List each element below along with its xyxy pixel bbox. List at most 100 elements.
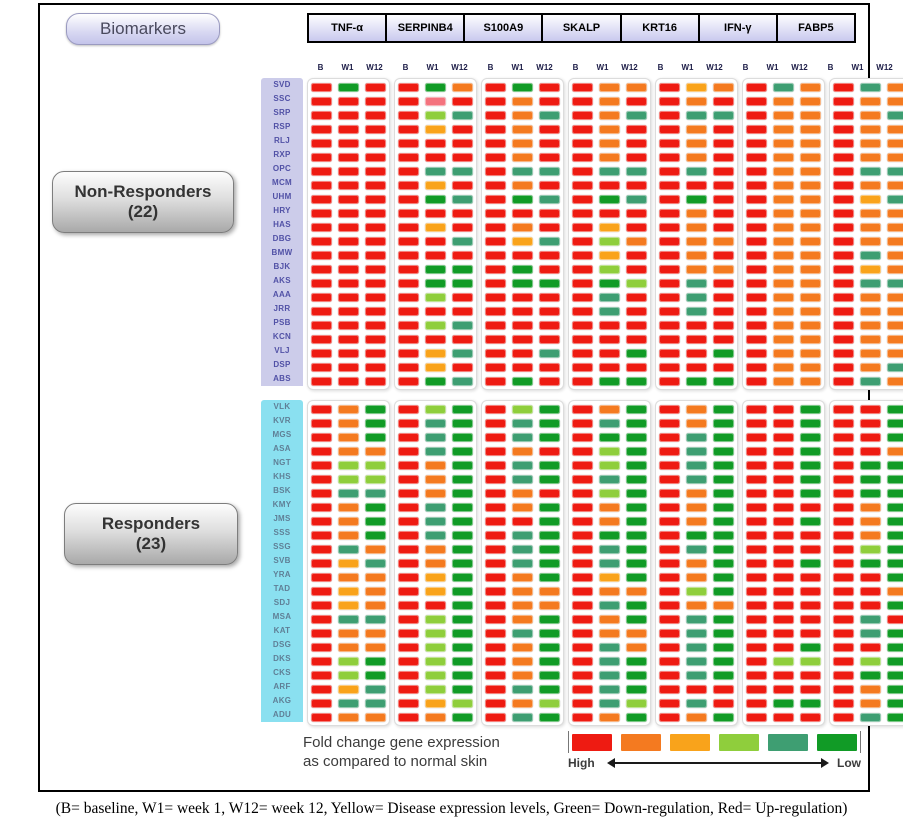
heatmap-cell bbox=[572, 432, 593, 442]
heatmap-cell bbox=[398, 544, 419, 554]
heatmap-cell bbox=[539, 488, 560, 498]
heatmap-cell-row bbox=[572, 164, 647, 178]
heatmap-cell bbox=[512, 320, 533, 330]
heatmap-cell bbox=[626, 222, 647, 232]
heatmap-cell bbox=[452, 138, 473, 148]
heatmap-cell bbox=[713, 194, 734, 204]
heatmap-cell-row bbox=[485, 444, 560, 458]
heatmap-cell-row bbox=[398, 122, 473, 136]
heatmap-cell-row bbox=[311, 276, 386, 290]
heatmap-cell-row bbox=[398, 164, 473, 178]
heatmap-cell bbox=[800, 236, 821, 246]
heatmap-cell-row bbox=[398, 542, 473, 556]
heatmap-cell bbox=[713, 544, 734, 554]
heatmap-cell bbox=[485, 404, 506, 414]
heatmap-cell-row bbox=[572, 374, 647, 388]
heatmap-cell bbox=[746, 362, 767, 372]
heatmap-cell-row bbox=[746, 668, 821, 682]
heatmap-cell bbox=[746, 194, 767, 204]
heatmap-cell bbox=[773, 474, 794, 484]
heatmap-cell bbox=[686, 572, 707, 582]
heatmap-cell bbox=[539, 208, 560, 218]
heatmap-cell-row bbox=[833, 206, 903, 220]
heatmap-cell bbox=[713, 110, 734, 120]
heatmap-cell-row bbox=[398, 234, 473, 248]
heatmap-cell bbox=[338, 572, 359, 582]
heatmap-cell-row bbox=[572, 122, 647, 136]
heatmap-cell bbox=[425, 558, 446, 568]
heatmap-cell bbox=[860, 152, 881, 162]
heatmap-cell bbox=[599, 264, 620, 274]
heatmap-cell bbox=[800, 544, 821, 554]
heatmap-cell bbox=[365, 530, 386, 540]
patient-id: SRP bbox=[261, 106, 303, 120]
heatmap-cell bbox=[599, 348, 620, 358]
patient-id: ARF bbox=[261, 680, 303, 694]
heatmap-cell bbox=[626, 264, 647, 274]
heatmap-cell bbox=[713, 600, 734, 610]
heatmap-cell bbox=[572, 446, 593, 456]
heatmap-cell bbox=[599, 152, 620, 162]
heatmap-cell-row bbox=[572, 458, 647, 472]
heatmap-cell bbox=[485, 712, 506, 722]
heatmap-cell bbox=[833, 698, 854, 708]
heatmap-cell-row bbox=[485, 262, 560, 276]
heatmap-cell bbox=[713, 222, 734, 232]
patient-id: HRY bbox=[261, 204, 303, 218]
heatmap-cell bbox=[572, 460, 593, 470]
heatmap-cell bbox=[539, 320, 560, 330]
heatmap-cell bbox=[572, 362, 593, 372]
heatmap-cell bbox=[311, 152, 332, 162]
heatmap-cell bbox=[833, 124, 854, 134]
biomarker-panel bbox=[655, 78, 738, 390]
heatmap-cell bbox=[833, 194, 854, 204]
heatmap-cell bbox=[833, 614, 854, 624]
heatmap-cell bbox=[512, 376, 533, 386]
heatmap-cell bbox=[452, 614, 473, 624]
biomarker-name: KRT16 bbox=[622, 15, 700, 41]
heatmap-cell bbox=[833, 628, 854, 638]
heatmap-cell bbox=[746, 698, 767, 708]
heatmap-cell bbox=[512, 334, 533, 344]
timepoint-label: W1 bbox=[851, 63, 864, 72]
heatmap-cell bbox=[539, 82, 560, 92]
heatmap-cell bbox=[860, 586, 881, 596]
heatmap-cell bbox=[659, 670, 680, 680]
heatmap-cell bbox=[365, 236, 386, 246]
heatmap-cell-row bbox=[311, 178, 386, 192]
patient-id: NGT bbox=[261, 456, 303, 470]
heatmap-cell bbox=[887, 306, 903, 316]
heatmap-cell bbox=[713, 530, 734, 540]
heatmap-cell-row bbox=[311, 318, 386, 332]
heatmap-cell-row bbox=[485, 696, 560, 710]
legend-title-line2: as compared to normal skin bbox=[303, 753, 488, 770]
heatmap-cell bbox=[860, 572, 881, 582]
legend-swatch bbox=[817, 733, 857, 751]
heatmap-cell-row bbox=[311, 528, 386, 542]
biomarker-panel bbox=[568, 78, 651, 390]
heatmap-cell bbox=[860, 376, 881, 386]
heatmap-cell bbox=[887, 670, 903, 680]
heatmap-cell bbox=[860, 502, 881, 512]
heatmap-cell bbox=[773, 124, 794, 134]
heatmap-cell bbox=[713, 404, 734, 414]
heatmap-cell-row bbox=[833, 402, 903, 416]
biomarker-header: TNF-α SERPINB4 S100A9 SKALP KRT16 IFN-γ FABP5 bbox=[307, 13, 856, 43]
heatmap-cell-row bbox=[311, 108, 386, 122]
heatmap-cell bbox=[338, 208, 359, 218]
heatmap-cell-row bbox=[746, 262, 821, 276]
heatmap-cell bbox=[398, 474, 419, 484]
heatmap-cell bbox=[512, 362, 533, 372]
heatmap-cell bbox=[365, 82, 386, 92]
heatmap-cell bbox=[572, 306, 593, 316]
heatmap-cell bbox=[746, 460, 767, 470]
heatmap-cell bbox=[425, 502, 446, 512]
heatmap-cell bbox=[686, 432, 707, 442]
heatmap-cell bbox=[338, 194, 359, 204]
heatmap-cell bbox=[398, 138, 419, 148]
heatmap-cell-row bbox=[398, 696, 473, 710]
heatmap-cell-row bbox=[833, 682, 903, 696]
heatmap-cell-row bbox=[398, 108, 473, 122]
timepoint-group: B W1 W12 bbox=[307, 63, 388, 72]
heatmap-cell bbox=[626, 698, 647, 708]
